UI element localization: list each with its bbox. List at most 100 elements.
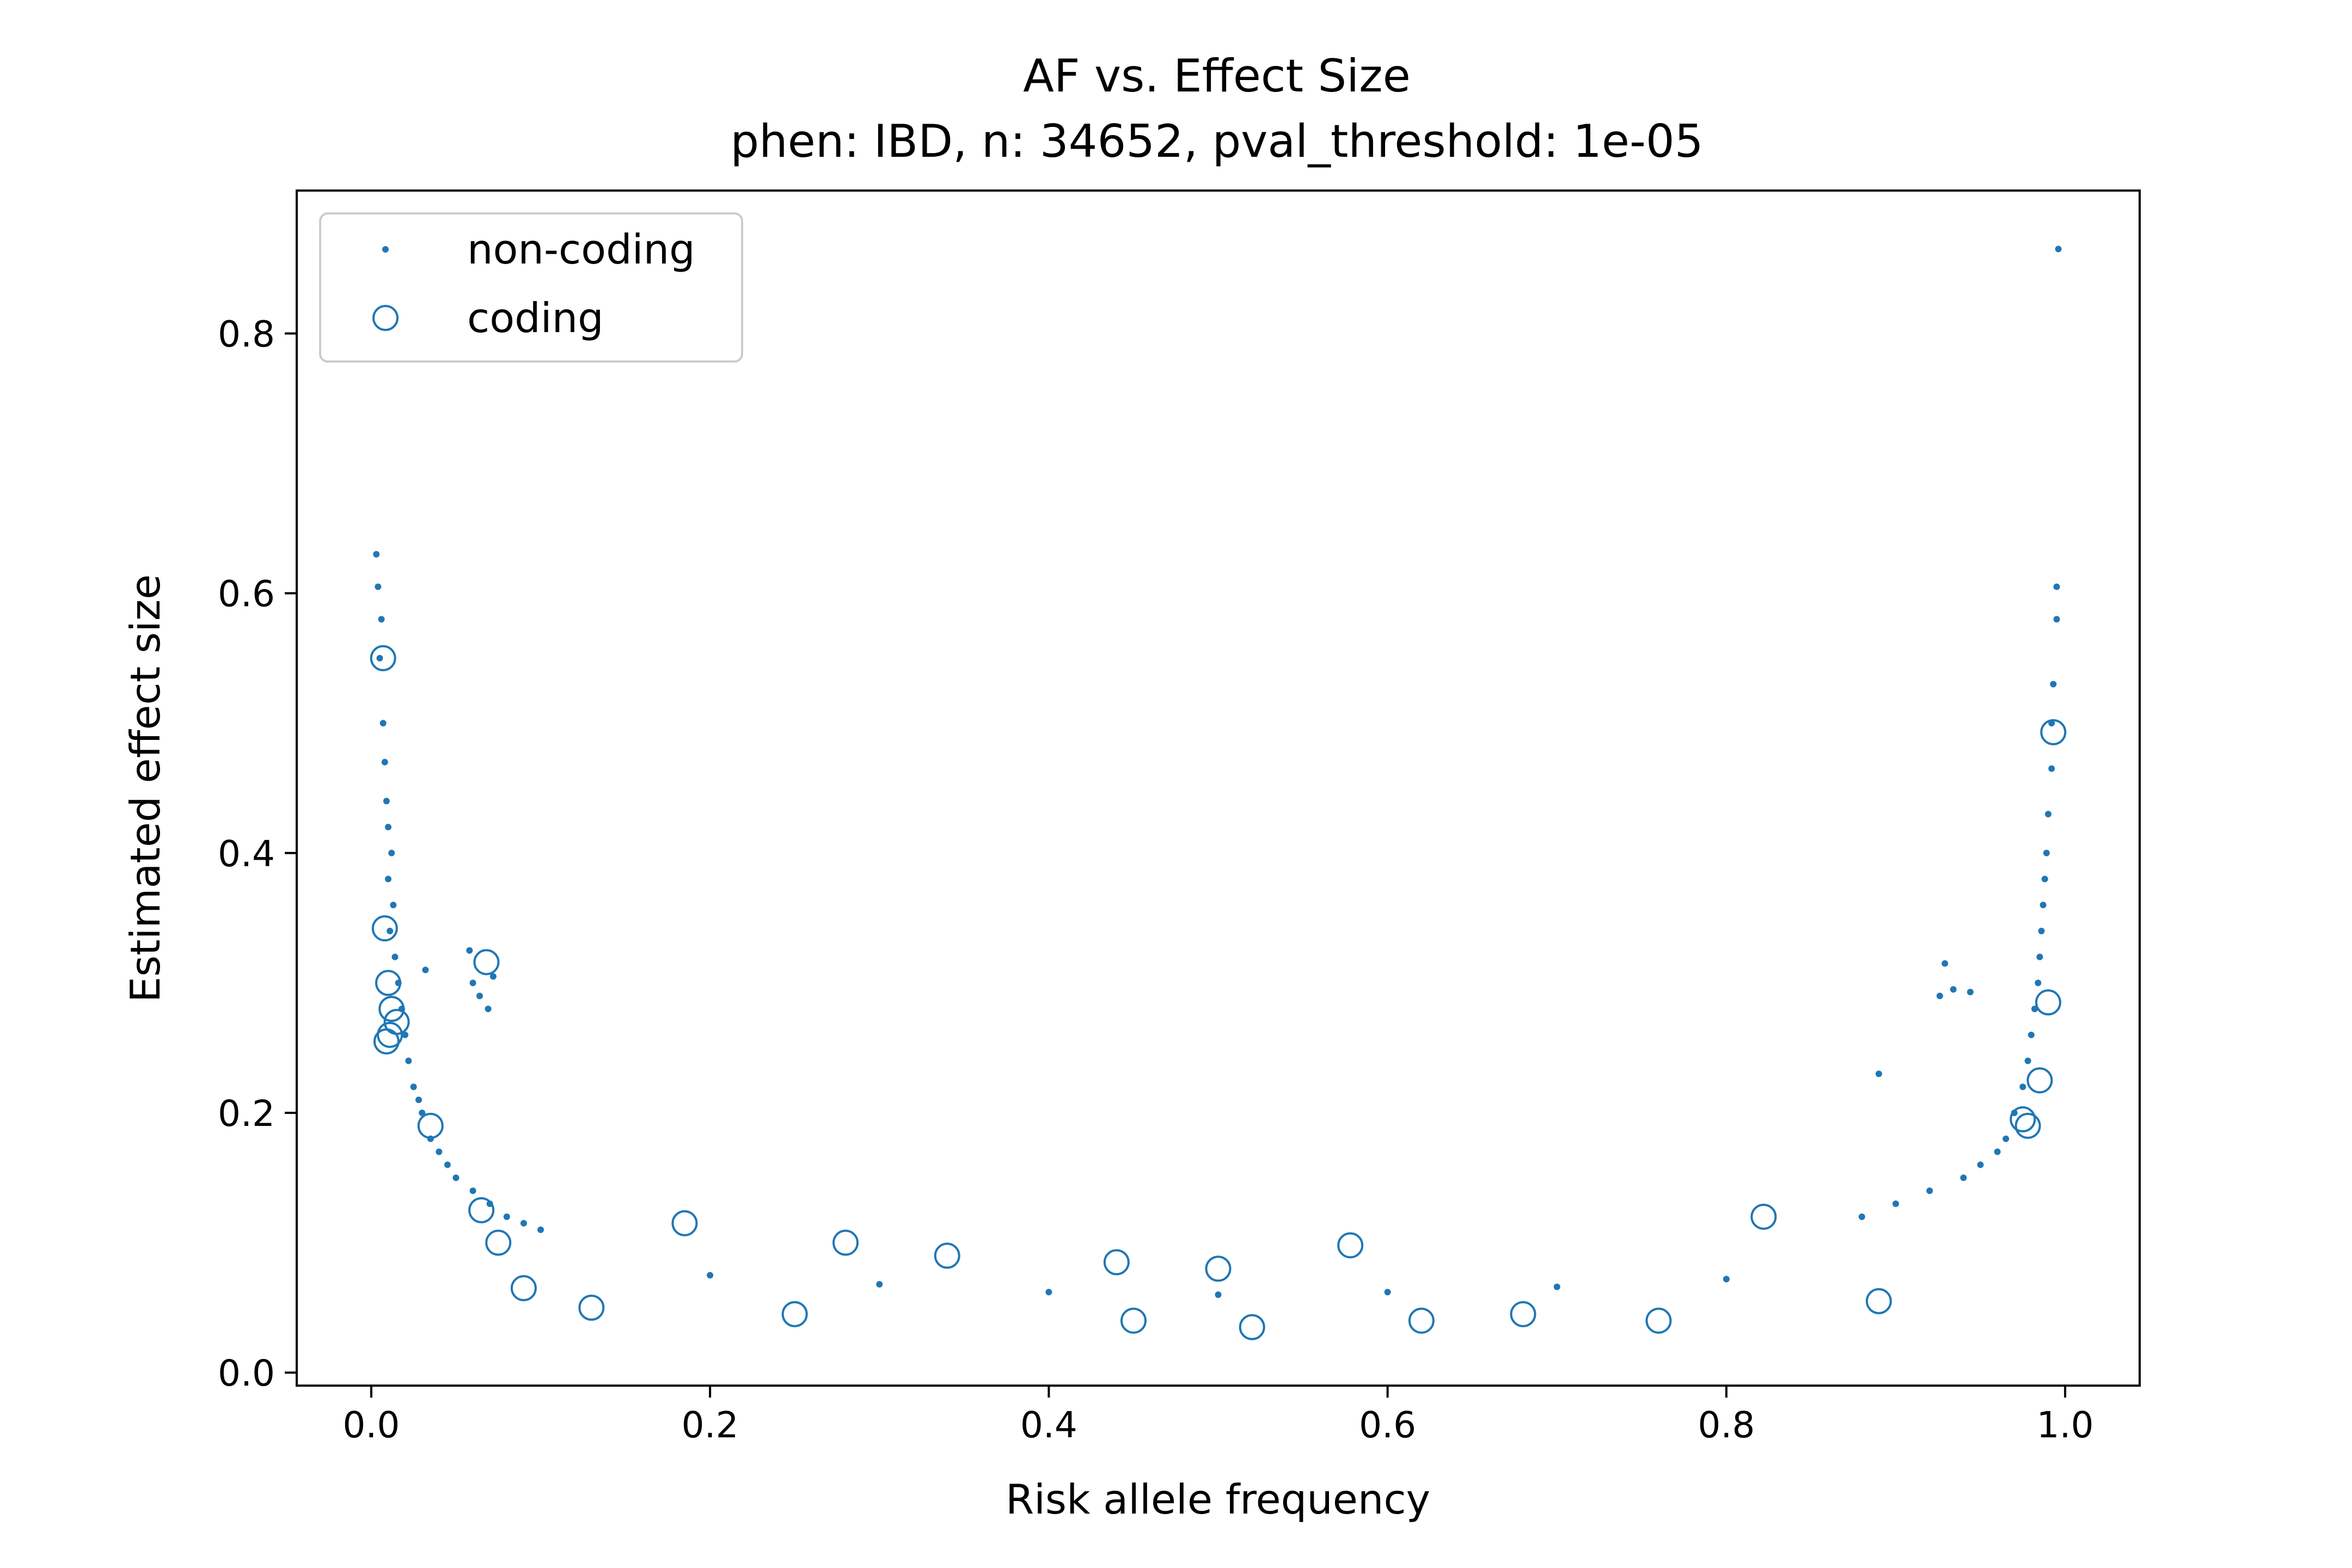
coding-point xyxy=(578,1294,605,1321)
non-coding-point xyxy=(1892,1200,1899,1207)
non-coding-point xyxy=(419,1109,426,1116)
x-tick-label: 0.6 xyxy=(1359,1404,1416,1446)
non-coding-point xyxy=(381,758,388,765)
non-coding-point xyxy=(2024,1057,2031,1064)
non-coding-point xyxy=(2019,1083,2026,1091)
non-coding-point xyxy=(2035,979,2042,987)
coding-point xyxy=(1645,1307,1672,1334)
non-coding-point xyxy=(2041,875,2048,883)
x-axis-ticks: 0.0 0.2 0.4 0.6 0.8 1.0 xyxy=(342,1386,2094,1446)
non-coding-point xyxy=(373,551,380,558)
coding-point xyxy=(468,1197,495,1223)
x-tick-label: 0.4 xyxy=(1020,1404,1077,1446)
non-coding-point xyxy=(876,1281,883,1288)
non-coding-point xyxy=(1941,960,1949,967)
non-coding-point xyxy=(410,1083,417,1091)
plot-frame xyxy=(296,189,2141,1387)
non-coding-point xyxy=(1967,989,1974,996)
non-coding-point xyxy=(452,1174,460,1181)
non-coding-point xyxy=(405,1057,412,1064)
legend-circle-marker xyxy=(372,305,399,331)
coding-point xyxy=(934,1242,960,1269)
non-coding-point xyxy=(402,1031,409,1038)
non-coding-point xyxy=(1858,1213,1865,1220)
y-axis-ticks: 0.0 0.2 0.4 0.6 0.8 xyxy=(218,313,297,1394)
coding-point xyxy=(485,1229,512,1256)
coding-point xyxy=(2014,1112,2041,1139)
coding-point xyxy=(1750,1203,1777,1230)
coding-point xyxy=(2035,989,2061,1016)
coding-point xyxy=(473,949,500,976)
coding-point xyxy=(378,996,405,1022)
non-coding-point xyxy=(476,993,483,1000)
legend-label-non-coding: non-coding xyxy=(467,225,695,273)
x-tick-label: 0.0 xyxy=(342,1404,400,1446)
non-coding-point xyxy=(375,583,382,590)
y-tick-label: 0.2 xyxy=(218,1093,275,1135)
non-coding-point xyxy=(422,966,429,973)
x-tick-label: 1.0 xyxy=(2037,1404,2094,1446)
coding-point xyxy=(1408,1307,1435,1334)
non-coding-point xyxy=(388,849,395,856)
non-coding-point xyxy=(1926,1187,1933,1195)
non-coding-point xyxy=(1875,1070,1882,1077)
non-coding-point xyxy=(2053,583,2060,590)
non-coding-point xyxy=(537,1226,544,1233)
non-coding-point xyxy=(385,875,392,883)
non-coding-point xyxy=(1553,1283,1560,1290)
coding-point xyxy=(832,1229,859,1256)
coding-point xyxy=(1510,1301,1536,1327)
chart-title: AF vs. Effect Size xyxy=(1023,50,1411,102)
non-coding-point xyxy=(489,973,497,980)
x-tick-label: 0.8 xyxy=(1698,1404,1755,1446)
non-coding-point xyxy=(2044,811,2051,818)
y-tick-label: 0.8 xyxy=(218,313,275,355)
non-coding-point xyxy=(390,902,397,909)
non-coding-point xyxy=(503,1213,510,1220)
non-coding-point xyxy=(1950,986,1957,993)
non-coding-point xyxy=(1723,1276,1730,1283)
non-coding-point xyxy=(520,1220,527,1227)
non-coding-point xyxy=(383,798,390,805)
non-coding-point xyxy=(2039,902,2047,909)
legend-box xyxy=(319,212,743,363)
non-coding-point xyxy=(469,979,476,987)
coding-point xyxy=(1337,1232,1364,1259)
coding-point xyxy=(2010,1106,2036,1132)
non-coding-point xyxy=(1936,993,1943,1000)
coding-point xyxy=(383,1008,410,1035)
coding-point xyxy=(2026,1067,2053,1094)
non-coding-point xyxy=(376,654,383,661)
coding-point xyxy=(417,1112,444,1139)
non-coding-point xyxy=(485,1006,492,1013)
y-tick-label: 0.0 xyxy=(218,1352,275,1394)
coding-point xyxy=(377,1021,403,1048)
coding-point xyxy=(671,1210,698,1236)
non-coding-point xyxy=(379,720,387,727)
non-coding-point xyxy=(466,947,473,954)
non-coding-point xyxy=(1994,1148,2001,1155)
non-coding-point xyxy=(2028,1031,2035,1038)
non-coding-point xyxy=(707,1272,714,1279)
non-coding-point xyxy=(2053,616,2060,623)
non-coding-point xyxy=(444,1161,451,1168)
coding-point xyxy=(1205,1255,1232,1282)
non-coding-point xyxy=(2002,1135,2010,1142)
coding-point xyxy=(1103,1249,1130,1276)
legend-label-coding: coding xyxy=(467,294,604,342)
y-tick-label: 0.6 xyxy=(218,573,275,615)
non-coding-point xyxy=(2043,849,2050,856)
y-tick-label: 0.4 xyxy=(218,833,275,875)
coding-point xyxy=(375,970,402,996)
coding-point xyxy=(781,1301,808,1327)
non-coding-point xyxy=(378,616,385,623)
non-coding-point xyxy=(1384,1289,1391,1296)
x-axis-label: Risk allele frequency xyxy=(1006,1475,1430,1523)
non-coding-point xyxy=(1045,1289,1052,1296)
chart-subtitle: phen: IBD, n: 34652, pval_threshold: 1e-… xyxy=(730,115,1703,168)
coding-point xyxy=(370,645,396,671)
non-coding-point xyxy=(2048,765,2055,772)
x-tick-label: 0.2 xyxy=(682,1404,739,1446)
non-coding-point xyxy=(415,1097,422,1104)
